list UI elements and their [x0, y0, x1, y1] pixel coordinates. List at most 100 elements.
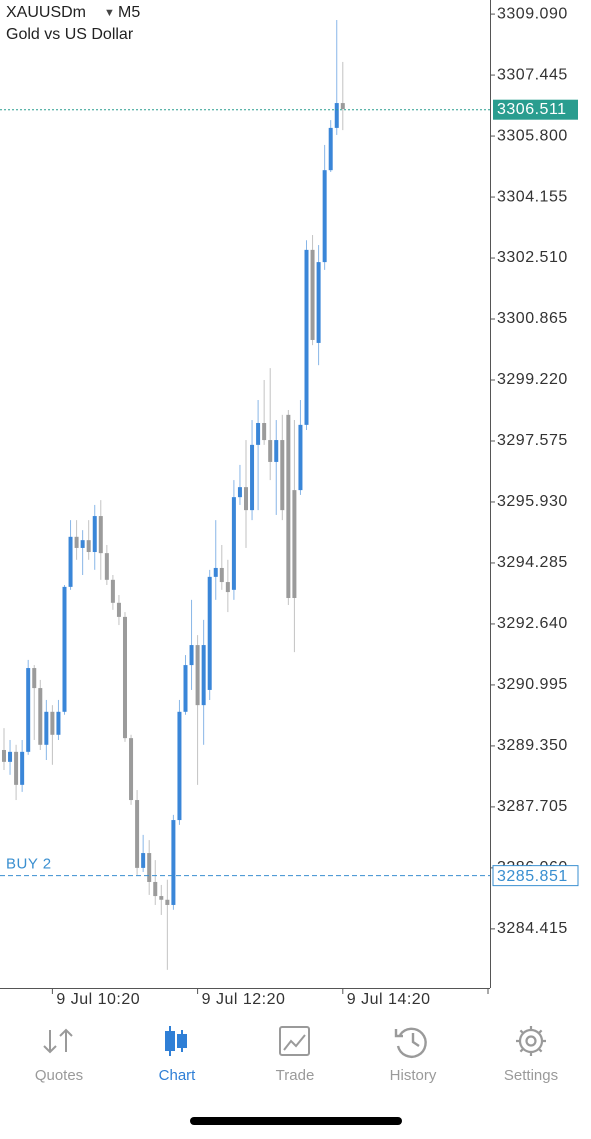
candle	[177, 699, 182, 825]
current-price-label: 3306.511	[497, 101, 567, 118]
candle-body	[322, 170, 327, 263]
candle	[231, 480, 236, 600]
y-tick-label: 3300.865	[497, 310, 568, 327]
candle-body	[334, 103, 339, 128]
home-indicator	[190, 1117, 402, 1125]
candle	[316, 245, 321, 366]
tab-label[interactable]: Trade	[276, 1067, 315, 1084]
candle	[250, 420, 255, 521]
candle	[129, 734, 134, 805]
current-price-box	[493, 99, 578, 120]
tab-label[interactable]: Settings	[504, 1067, 558, 1084]
candle-body	[304, 249, 309, 425]
candle	[86, 520, 91, 560]
candle	[74, 520, 79, 560]
candle-body	[328, 127, 333, 171]
candle	[183, 655, 188, 715]
history-icon	[394, 1027, 427, 1058]
candle-body	[256, 423, 261, 445]
candle-body	[104, 553, 109, 580]
tab-label[interactable]: History	[390, 1067, 437, 1084]
candle	[104, 544, 109, 586]
candle	[225, 559, 230, 613]
candle	[92, 504, 97, 570]
candle-body	[316, 262, 321, 343]
candle-body	[116, 602, 121, 617]
candle-body	[268, 440, 273, 462]
y-tick-label: 3287.705	[497, 798, 568, 815]
candle-body	[92, 516, 97, 553]
candle	[268, 368, 273, 481]
candle-body	[50, 711, 55, 735]
candle-body	[237, 487, 242, 498]
candle-body	[286, 414, 291, 598]
quotes-icon	[43, 1028, 73, 1054]
candle	[62, 585, 67, 715]
order-price-box	[492, 865, 579, 887]
candle-body	[207, 576, 212, 690]
x-tick-label: 9 Jul 10:20	[56, 991, 140, 1008]
y-tick-label: 3294.285	[497, 554, 568, 571]
candle-body	[32, 668, 37, 689]
candle-body	[298, 424, 303, 491]
candle-body	[171, 820, 176, 905]
candle	[26, 659, 31, 755]
y-tick-label: 3304.155	[497, 188, 568, 205]
candle-body	[147, 853, 152, 882]
tab-label[interactable]: Quotes	[35, 1067, 83, 1084]
price-axis: 3309.090 3307.445 3305.800 3304.155 3302.510…	[490, 5, 579, 937]
candle-body	[274, 440, 279, 462]
candle	[322, 144, 327, 270]
settings-icon	[516, 1026, 546, 1056]
candle	[328, 120, 333, 173]
candle-body	[231, 497, 236, 590]
candle-body	[141, 853, 146, 868]
candle	[189, 599, 194, 690]
candle	[110, 575, 115, 610]
candle	[153, 860, 158, 905]
candle-body	[135, 800, 140, 868]
candle-body	[219, 567, 224, 583]
candle-body	[310, 249, 315, 340]
candle	[56, 699, 61, 740]
candle-body	[280, 440, 285, 511]
candle	[8, 739, 13, 775]
candle	[237, 464, 242, 505]
candle	[280, 414, 285, 521]
order-price-label: 3285.851	[497, 868, 568, 885]
candle	[304, 240, 309, 431]
tab-label[interactable]: Chart	[159, 1067, 197, 1084]
candle-body	[56, 711, 61, 735]
tab-bar: Quotes Chart Trade History Settings	[35, 1026, 558, 1084]
candle-body	[122, 616, 127, 739]
dropdown-arrow[interactable]: ▼	[104, 7, 115, 19]
candle-body	[195, 645, 200, 706]
candle-body	[177, 711, 182, 821]
candle	[20, 739, 25, 792]
candle-body	[250, 444, 255, 511]
candle-body	[1, 749, 6, 762]
candle	[298, 400, 303, 495]
candle	[44, 699, 49, 760]
candle-body	[183, 665, 188, 712]
symbol[interactable]: XAUUSDm	[6, 4, 86, 21]
candle	[262, 380, 267, 445]
timeframe[interactable]: M5	[118, 4, 140, 21]
candle-body	[159, 896, 164, 900]
y-tick-label: 3307.445	[497, 66, 568, 83]
candle	[334, 20, 339, 135]
candle-body	[340, 103, 345, 109]
candle	[213, 520, 218, 600]
y-tick-label: 3292.640	[497, 615, 568, 632]
candle	[201, 619, 206, 745]
chart-icon	[165, 1026, 187, 1056]
candle	[68, 520, 73, 590]
candle-body	[86, 540, 91, 553]
candle	[116, 595, 121, 626]
candle	[243, 440, 248, 548]
candle-body	[110, 579, 115, 603]
order-label[interactable]: BUY 2	[6, 856, 52, 873]
candle-body	[262, 423, 267, 441]
candle-body	[292, 490, 297, 598]
